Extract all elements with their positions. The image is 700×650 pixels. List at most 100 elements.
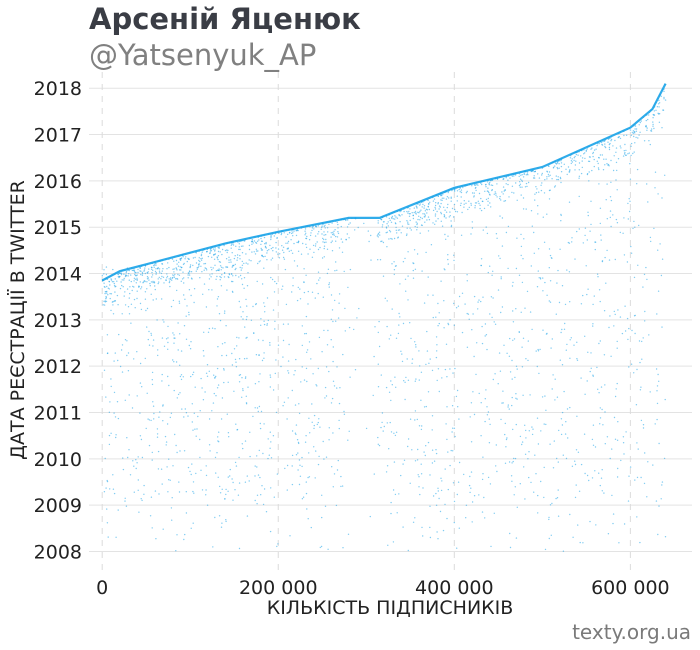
data-point xyxy=(456,493,458,496)
data-point xyxy=(325,456,328,458)
data-point xyxy=(243,358,246,360)
data-point xyxy=(647,461,649,463)
x-gridlines xyxy=(101,72,631,570)
data-point xyxy=(617,309,619,311)
data-point xyxy=(522,394,524,396)
data-point xyxy=(261,255,263,257)
y-tick-label: 2012 xyxy=(34,356,82,378)
data-point xyxy=(156,433,159,435)
data-point xyxy=(647,118,649,121)
data-point xyxy=(140,308,143,311)
data-point xyxy=(183,450,186,452)
data-point xyxy=(331,250,334,252)
data-point xyxy=(658,102,661,104)
data-point xyxy=(377,220,379,222)
data-point xyxy=(444,209,446,211)
data-point xyxy=(114,291,116,293)
data-point xyxy=(607,533,610,535)
data-point xyxy=(177,349,179,351)
data-point xyxy=(135,459,137,461)
data-point xyxy=(435,220,437,222)
data-point xyxy=(323,234,325,236)
data-point xyxy=(633,220,635,223)
data-point xyxy=(171,258,174,260)
data-point xyxy=(269,431,271,433)
data-point xyxy=(118,276,121,278)
data-point xyxy=(180,257,183,259)
data-point xyxy=(623,523,626,525)
data-point xyxy=(396,512,398,514)
data-point xyxy=(270,247,273,250)
data-point xyxy=(232,291,234,293)
data-point xyxy=(201,271,203,273)
data-point xyxy=(481,342,484,345)
data-point xyxy=(590,200,592,202)
data-point xyxy=(525,429,527,432)
data-point xyxy=(414,341,416,343)
data-point xyxy=(298,483,301,486)
data-point xyxy=(378,444,381,447)
data-point xyxy=(380,218,382,221)
data-point xyxy=(147,418,149,420)
data-point xyxy=(488,418,490,420)
data-point xyxy=(634,226,636,228)
data-point xyxy=(231,352,233,355)
data-point xyxy=(171,497,173,499)
data-point xyxy=(290,239,292,241)
data-point xyxy=(653,127,655,130)
data-point xyxy=(227,476,229,478)
data-point xyxy=(591,169,593,172)
data-point xyxy=(328,282,331,284)
data-point xyxy=(519,186,521,188)
data-point xyxy=(272,435,275,437)
data-point xyxy=(114,300,116,302)
data-point xyxy=(630,142,633,145)
data-point xyxy=(301,344,303,347)
data-point xyxy=(261,359,264,362)
data-point xyxy=(195,435,197,437)
data-point xyxy=(127,275,129,277)
data-point xyxy=(276,237,278,239)
data-point xyxy=(323,231,325,233)
data-point xyxy=(525,174,527,176)
data-point xyxy=(530,170,532,173)
data-point xyxy=(219,275,221,278)
data-point xyxy=(515,267,518,270)
data-point xyxy=(460,189,463,191)
data-point xyxy=(184,298,186,300)
data-point xyxy=(409,208,411,210)
data-point xyxy=(627,338,629,341)
data-point xyxy=(331,233,334,236)
data-point xyxy=(282,246,285,248)
data-point xyxy=(576,230,578,233)
data-point xyxy=(126,437,128,439)
data-point xyxy=(196,428,198,430)
data-point xyxy=(218,441,220,443)
data-point xyxy=(211,327,214,329)
data-point xyxy=(523,466,525,468)
data-point xyxy=(434,223,436,225)
data-point xyxy=(200,265,202,267)
data-point xyxy=(502,390,504,392)
data-point xyxy=(190,277,193,279)
data-point xyxy=(119,365,122,368)
data-point xyxy=(441,197,443,199)
data-point xyxy=(503,190,505,192)
data-point xyxy=(407,223,409,225)
data-point xyxy=(494,191,496,193)
data-point xyxy=(116,401,119,403)
data-point xyxy=(645,266,647,269)
data-point xyxy=(127,456,129,459)
data-point xyxy=(506,437,508,439)
data-point xyxy=(306,235,308,238)
data-point xyxy=(175,444,177,447)
data-point xyxy=(322,296,324,298)
scatter-points xyxy=(101,83,667,552)
data-point xyxy=(436,379,438,382)
data-point xyxy=(251,238,253,241)
data-point xyxy=(418,350,420,352)
data-point xyxy=(414,210,417,213)
data-point xyxy=(282,339,285,342)
data-point xyxy=(296,439,299,441)
data-point xyxy=(580,463,583,466)
